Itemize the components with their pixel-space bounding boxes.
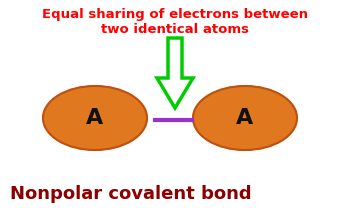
Text: A: A xyxy=(86,108,104,128)
Polygon shape xyxy=(157,38,193,108)
Text: Nonpolar covalent bond: Nonpolar covalent bond xyxy=(10,185,252,203)
Text: A: A xyxy=(236,108,254,128)
Ellipse shape xyxy=(43,86,147,150)
Ellipse shape xyxy=(193,86,297,150)
Text: Equal sharing of electrons between
two identical atoms: Equal sharing of electrons between two i… xyxy=(42,8,308,36)
